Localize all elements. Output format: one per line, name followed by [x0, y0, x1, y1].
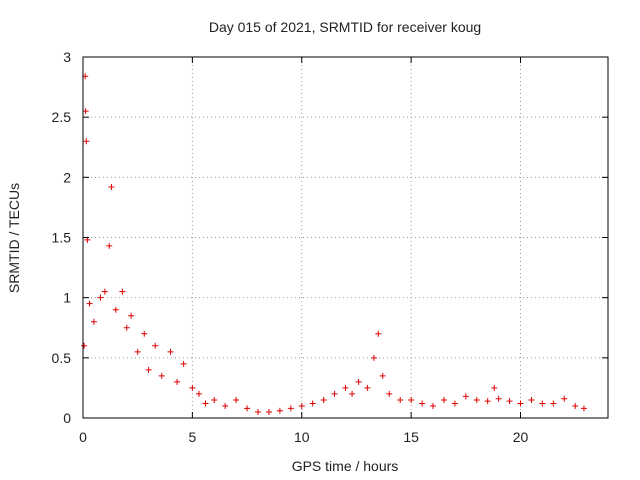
grid-lines [83, 57, 608, 418]
y-tick-label: 3 [63, 49, 71, 65]
data-point [86, 300, 93, 307]
data-point [364, 384, 371, 391]
y-tick-label: 0 [63, 410, 71, 426]
data-point [244, 405, 251, 412]
y-tick-label: 2.5 [52, 109, 72, 125]
x-tick-label: 5 [188, 429, 196, 445]
chart-title: Day 015 of 2021, SRMTID for receiver kou… [209, 19, 481, 35]
data-point [145, 366, 152, 373]
data-point [202, 400, 209, 407]
x-axis-tick-labels: 0 5 10 15 20 [79, 429, 528, 445]
data-point [309, 400, 316, 407]
data-point [430, 402, 436, 409]
data-point [167, 348, 174, 355]
data-point [298, 402, 305, 409]
x-tick-label: 20 [513, 429, 529, 445]
plot-frame [82, 56, 609, 419]
x-tick-label: 15 [403, 429, 419, 445]
y-axis-tick-labels: 0 0.5 1 1.5 2 2.5 3 [52, 49, 72, 426]
data-point [491, 384, 498, 391]
y-tick-label: 1.5 [52, 230, 72, 246]
data-point [189, 384, 196, 391]
x-axis-label: GPS time / hours [292, 458, 399, 474]
data-point [128, 312, 135, 319]
x-tick-label: 10 [294, 429, 310, 445]
data-point [320, 396, 327, 403]
data-point [265, 408, 272, 415]
data-point [349, 390, 356, 397]
data-point [408, 396, 415, 403]
data-point [370, 354, 377, 361]
data-point [287, 405, 294, 412]
data-point [255, 408, 261, 415]
data-point [82, 108, 89, 115]
data-point [462, 393, 469, 400]
y-tick-label: 1 [63, 290, 71, 306]
data-point [90, 318, 97, 325]
y-tick-label: 0.5 [52, 350, 72, 366]
data-point [119, 288, 126, 295]
data-point [580, 405, 587, 412]
data-point [342, 384, 349, 391]
data-point [561, 395, 568, 402]
data-point [134, 348, 141, 355]
data-point [152, 342, 159, 349]
data-point [108, 183, 115, 190]
data-point [97, 294, 104, 301]
data-point [419, 400, 426, 407]
data-point [180, 360, 187, 367]
data-point [158, 372, 165, 379]
data-point [141, 330, 148, 337]
data-point [276, 407, 283, 414]
data-point [195, 390, 202, 397]
data-point [222, 402, 229, 409]
data-points [81, 73, 587, 415]
data-point [106, 242, 113, 249]
axis-ticks [82, 56, 608, 419]
data-point [528, 396, 535, 403]
data-point [397, 396, 404, 403]
data-point [451, 400, 458, 407]
data-point [473, 396, 480, 403]
data-point [331, 390, 338, 397]
y-tick-label: 2 [63, 169, 71, 185]
data-point [506, 398, 513, 405]
data-point [355, 378, 362, 385]
data-point [550, 400, 557, 407]
data-point [123, 324, 130, 331]
data-point [440, 396, 447, 403]
data-point [81, 342, 88, 349]
data-point [539, 400, 546, 407]
data-point [101, 288, 108, 295]
data-point [484, 398, 491, 405]
data-point [517, 400, 524, 407]
data-point [375, 330, 382, 337]
y-axis-label: SRMTID / TECUs [6, 183, 22, 293]
data-point [174, 378, 181, 385]
data-point [495, 395, 502, 402]
data-point [233, 396, 240, 403]
data-point [386, 390, 393, 397]
x-tick-label: 0 [79, 429, 87, 445]
data-point [112, 306, 119, 313]
data-point [572, 402, 579, 409]
data-point [211, 396, 218, 403]
data-point [379, 372, 386, 379]
data-point [83, 138, 90, 145]
